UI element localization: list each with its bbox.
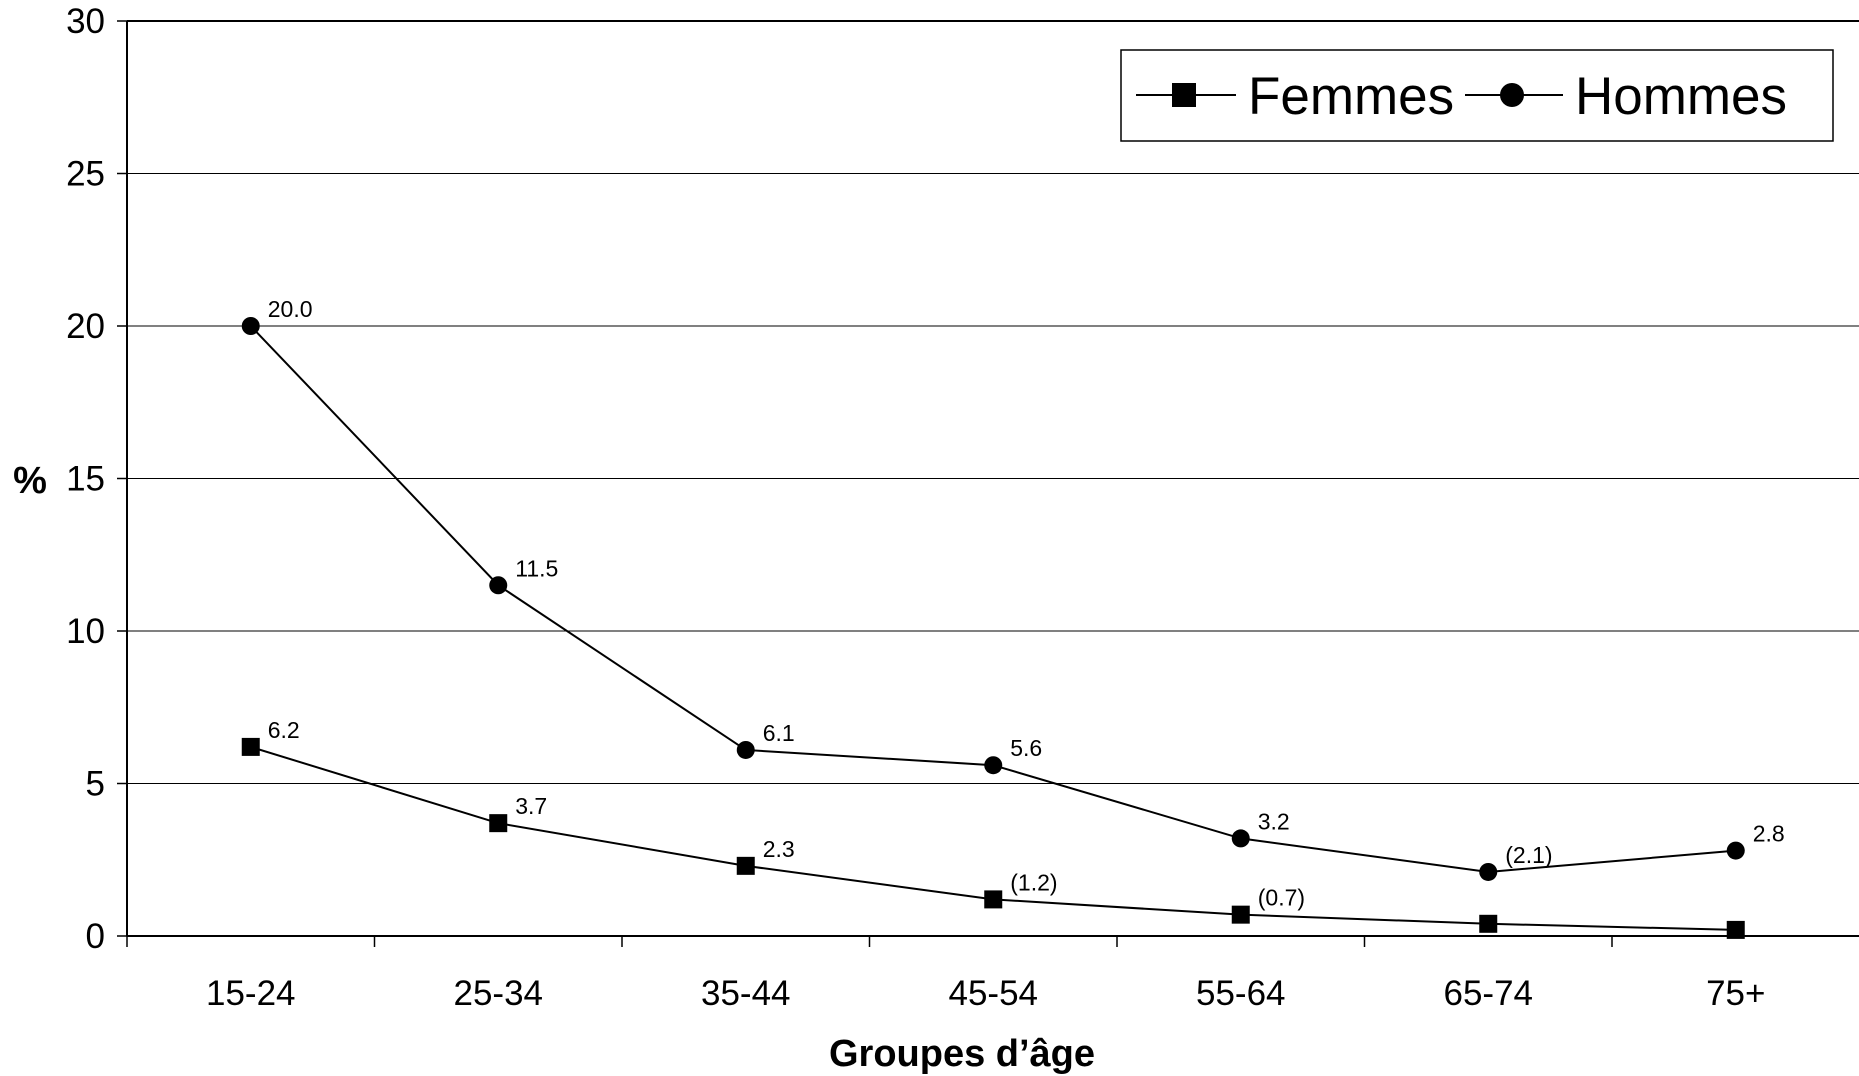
series-line-hommes bbox=[250, 325, 1736, 873]
data-point-hommes bbox=[1479, 862, 1498, 881]
data-label-femmes: (0.7) bbox=[1258, 885, 1305, 911]
y-tick-label: 15 bbox=[66, 460, 105, 499]
y-tick-label: 25 bbox=[66, 155, 105, 194]
y-tick-label: 20 bbox=[66, 307, 105, 346]
data-label-hommes: (2.1) bbox=[1505, 842, 1552, 868]
x-tick-label: 45-54 bbox=[948, 974, 1038, 1013]
x-tick-label: 65-74 bbox=[1443, 974, 1533, 1013]
data-label-femmes: 3.7 bbox=[515, 793, 547, 819]
x-tick-label: 35-44 bbox=[701, 974, 791, 1013]
data-point-femmes bbox=[1231, 905, 1250, 924]
data-label-hommes: 5.6 bbox=[1010, 735, 1042, 761]
data-label-hommes: 6.1 bbox=[763, 720, 795, 746]
x-tick-label: 75+ bbox=[1706, 974, 1765, 1013]
data-point-femmes bbox=[984, 890, 1003, 909]
x-tick-label: 25-34 bbox=[453, 974, 543, 1013]
legend-label-hommes: Hommes bbox=[1575, 67, 1787, 126]
data-point-hommes bbox=[1231, 829, 1250, 848]
axes bbox=[117, 20, 1859, 947]
data-point-hommes bbox=[489, 576, 508, 595]
y-tick-labels: 0 5 10 15 20 25 30 bbox=[66, 2, 105, 956]
legend-label-femmes: Femmes bbox=[1248, 67, 1454, 126]
data-point-hommes bbox=[984, 756, 1003, 775]
data-label-femmes: (1.2) bbox=[1010, 869, 1057, 895]
data-label-femmes: 6.2 bbox=[268, 717, 300, 743]
y-tick-label: 5 bbox=[86, 765, 105, 804]
data-point-femmes bbox=[736, 856, 755, 875]
data-point-femmes bbox=[241, 737, 260, 756]
data-point-hommes bbox=[241, 317, 260, 335]
y-tick-label: 30 bbox=[66, 2, 105, 41]
data-label-hommes: 20.0 bbox=[268, 296, 313, 322]
series-lines bbox=[241, 317, 1745, 939]
data-point-femmes bbox=[1726, 920, 1745, 939]
legend: Femmes Hommes bbox=[1120, 49, 1834, 142]
y-axis-title: % bbox=[13, 460, 47, 502]
legend-marker-hommes bbox=[1500, 83, 1524, 107]
data-label-femmes: 2.3 bbox=[763, 836, 795, 862]
y-tick-label: 10 bbox=[66, 612, 105, 651]
y-tick-label: 0 bbox=[86, 917, 105, 956]
data-point-hommes bbox=[1726, 841, 1745, 860]
data-point-hommes bbox=[736, 740, 755, 759]
x-axis-title: Groupes d’âge bbox=[829, 1033, 1095, 1075]
data-labels: 6.2 3.7 2.3 (1.2) (0.7) 20.0 11.5 6.1 5.6 3.2 (2.1… bbox=[268, 296, 1785, 911]
data-label-hommes: 11.5 bbox=[515, 555, 558, 581]
data-label-hommes: 3.2 bbox=[1258, 808, 1290, 834]
x-tick-label: 55-64 bbox=[1196, 974, 1286, 1013]
data-label-hommes: 2.8 bbox=[1753, 821, 1785, 847]
legend-marker-femmes bbox=[1172, 83, 1196, 107]
data-point-femmes bbox=[489, 814, 508, 833]
data-point-femmes bbox=[1479, 914, 1498, 933]
x-tick-labels: 15-24 25-34 35-44 45-54 55-64 65-74 75+ bbox=[206, 974, 1765, 1013]
x-tick-label: 15-24 bbox=[206, 974, 296, 1013]
